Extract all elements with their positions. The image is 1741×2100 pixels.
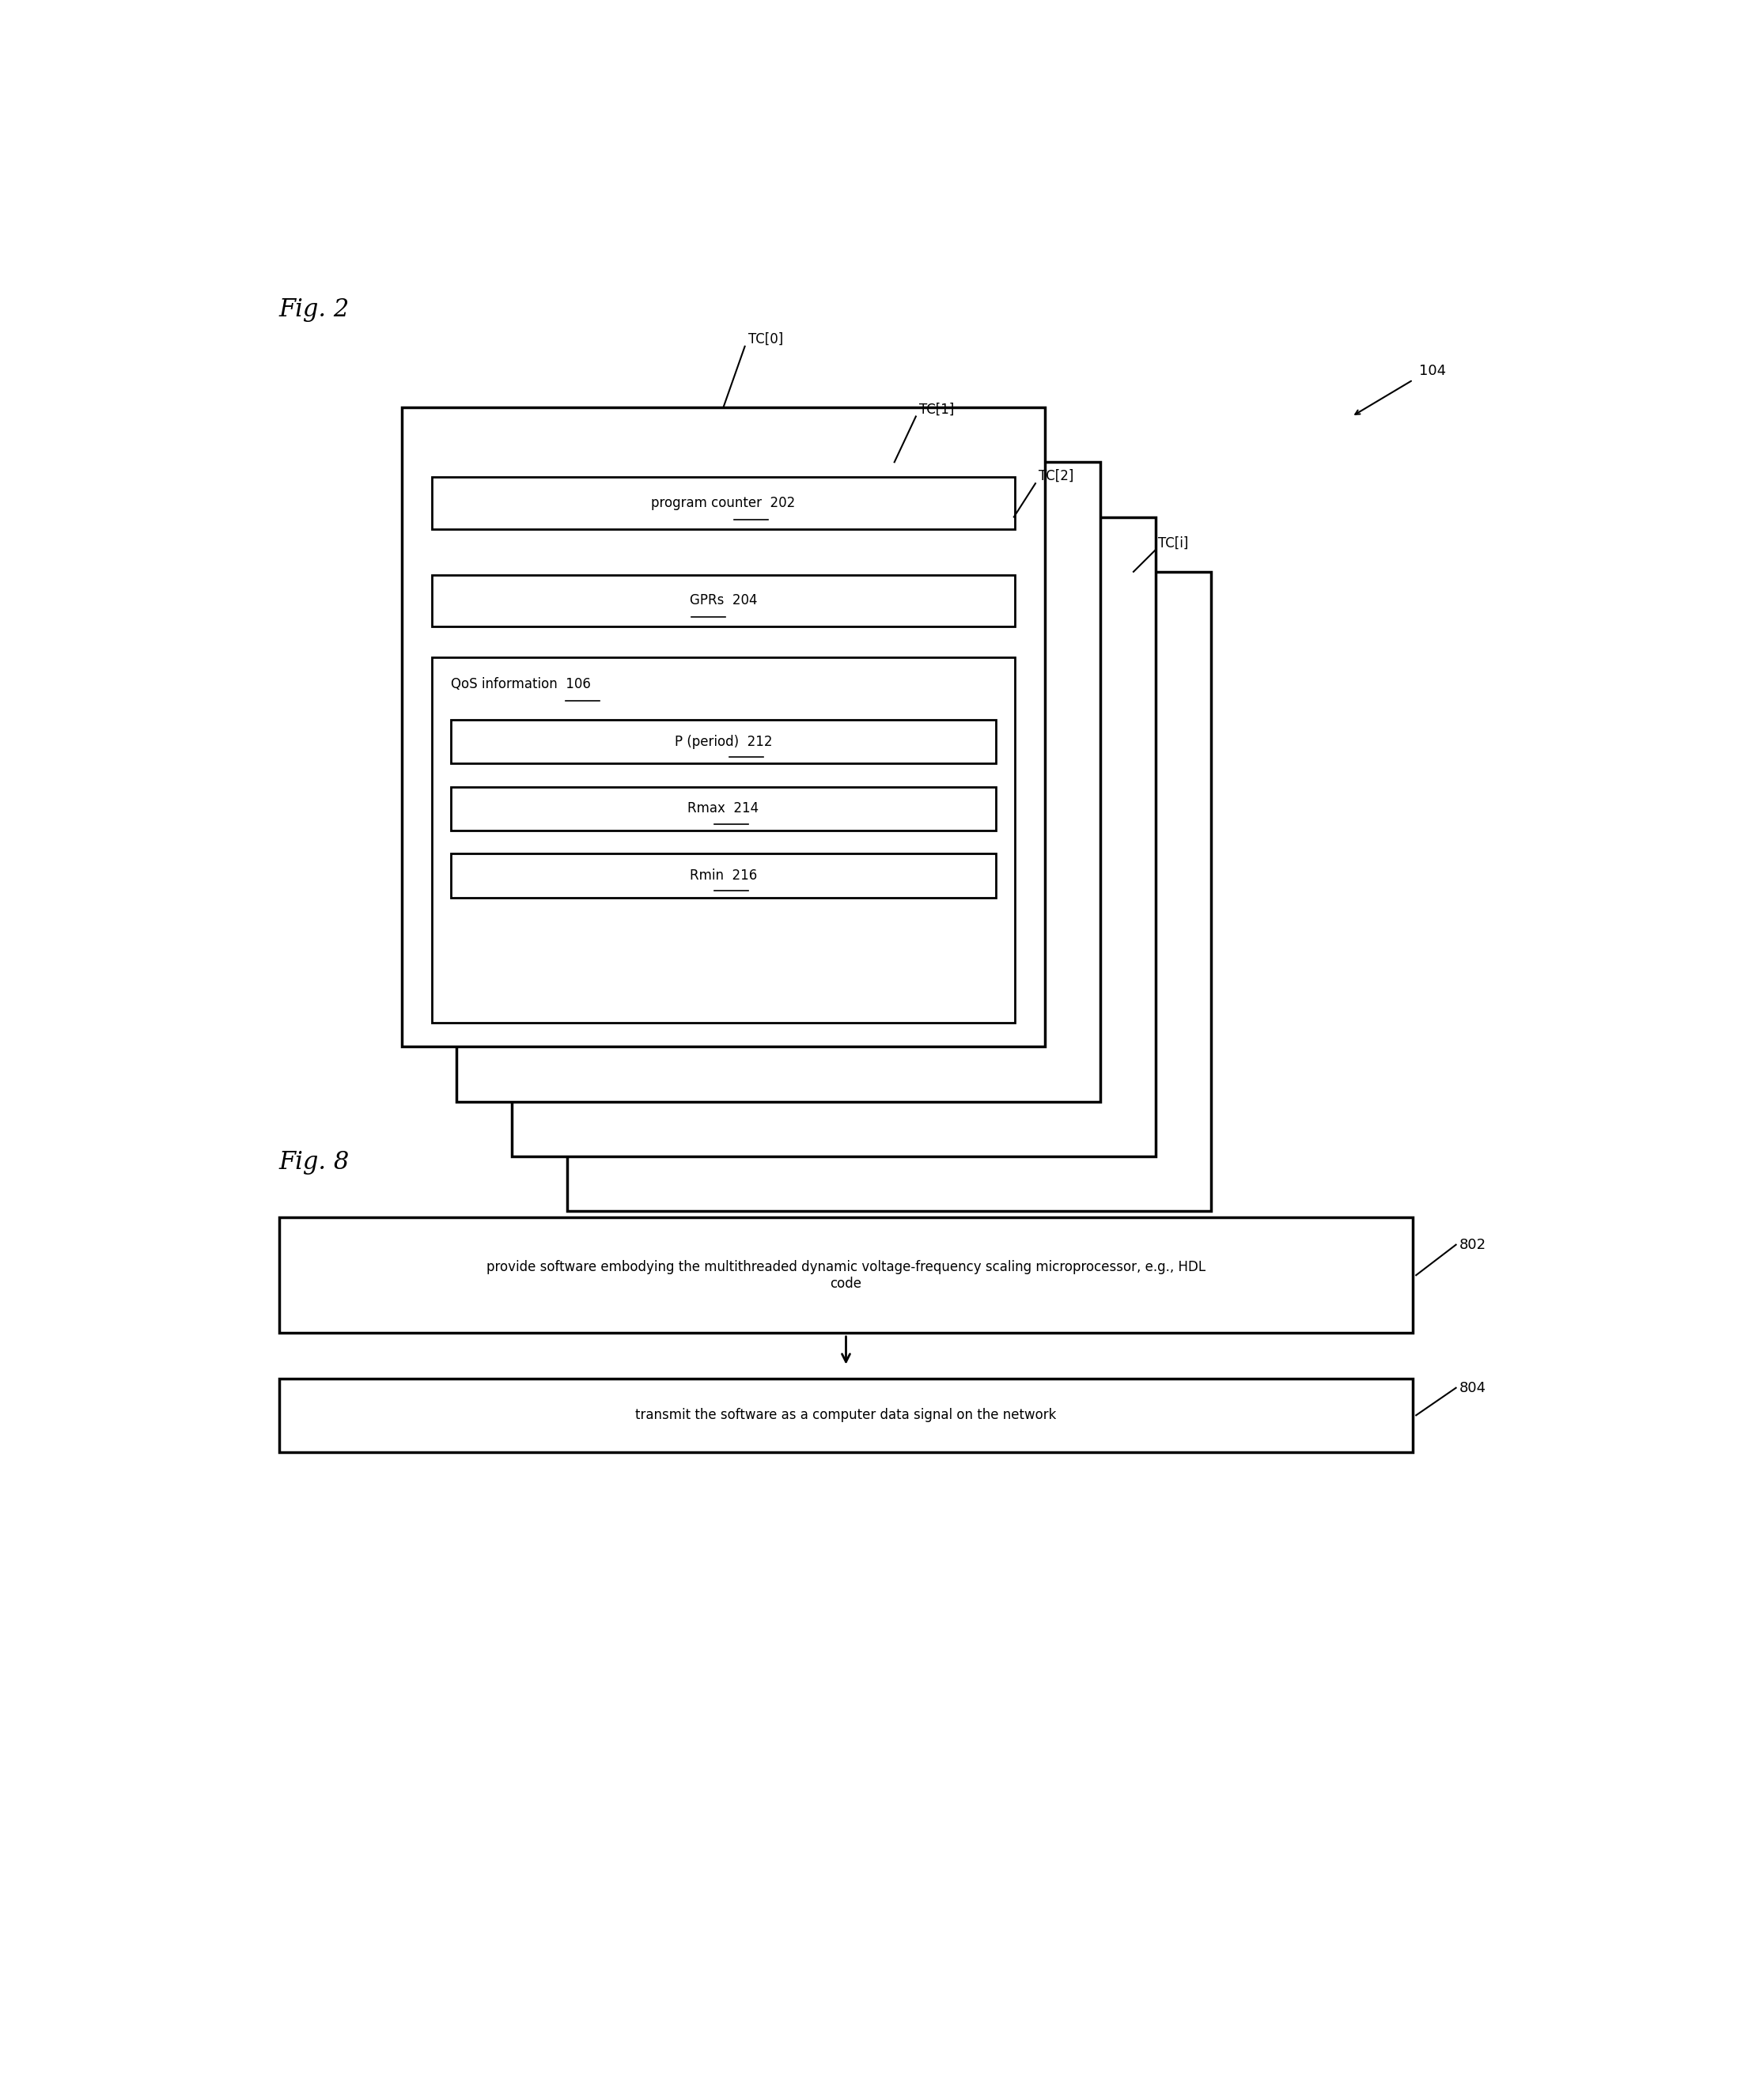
Text: transmit the software as a computer data signal on the network: transmit the software as a computer data… [635, 1409, 1057, 1422]
Text: TC[0]: TC[0] [749, 332, 783, 347]
FancyBboxPatch shape [402, 407, 1045, 1046]
FancyBboxPatch shape [432, 477, 1015, 529]
FancyBboxPatch shape [512, 517, 1156, 1157]
FancyBboxPatch shape [456, 462, 1100, 1102]
Text: TC[1]: TC[1] [919, 403, 954, 416]
Text: GPRs  204: GPRs 204 [689, 594, 757, 607]
Text: Fig. 2: Fig. 2 [279, 298, 350, 321]
FancyBboxPatch shape [451, 720, 996, 764]
FancyBboxPatch shape [432, 657, 1015, 1023]
Text: TC[i]: TC[i] [1158, 536, 1189, 550]
Text: 804: 804 [1459, 1380, 1487, 1394]
Text: Fig. 8: Fig. 8 [279, 1151, 350, 1174]
Text: 104: 104 [1419, 363, 1447, 378]
Text: program counter  202: program counter 202 [651, 496, 796, 510]
Text: provide software embodying the multithreaded dynamic voltage-frequency scaling m: provide software embodying the multithre… [486, 1260, 1205, 1292]
Text: Rmin  216: Rmin 216 [689, 869, 757, 882]
FancyBboxPatch shape [432, 575, 1015, 626]
FancyBboxPatch shape [451, 788, 996, 832]
Text: QoS information  106: QoS information 106 [451, 678, 590, 691]
Text: P (period)  212: P (period) 212 [674, 735, 773, 750]
Text: TC[2]: TC[2] [1038, 468, 1074, 483]
Text: Rmax  214: Rmax 214 [688, 802, 759, 815]
FancyBboxPatch shape [568, 571, 1210, 1212]
FancyBboxPatch shape [451, 855, 996, 897]
FancyBboxPatch shape [279, 1218, 1414, 1334]
FancyBboxPatch shape [279, 1380, 1414, 1451]
Text: 802: 802 [1459, 1237, 1487, 1252]
